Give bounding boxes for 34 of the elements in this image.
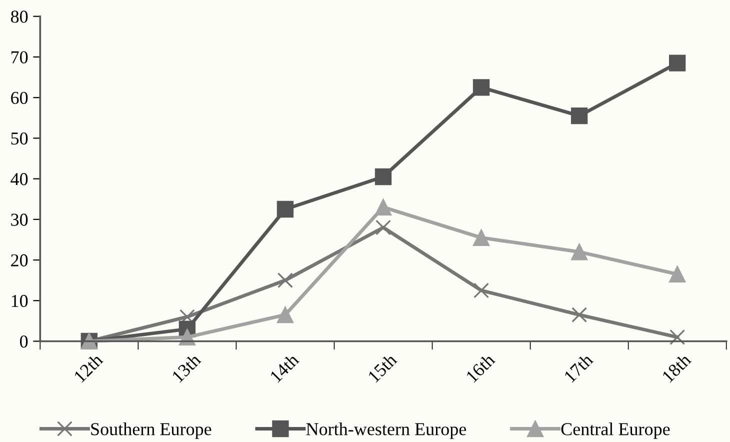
legend-label: North-western Europe: [306, 422, 466, 439]
point: [670, 329, 686, 345]
y-tick-label: 70: [11, 51, 28, 64]
point: [374, 198, 392, 216]
point: [572, 307, 588, 323]
y-tick-label: 20: [11, 254, 28, 266]
x-tick-label: 12th: [73, 352, 104, 383]
y-tick-label: 50: [11, 132, 28, 145]
x-tick-label: 18th: [661, 352, 692, 383]
point: [472, 79, 490, 96]
y-tick-label: 60: [11, 92, 28, 104]
point: [374, 168, 392, 186]
y-tick-label: 10: [12, 294, 28, 308]
point: [669, 266, 686, 283]
point: [570, 108, 588, 124]
point: [375, 220, 392, 236]
x-tick-label: 14th: [269, 352, 300, 383]
point: [472, 229, 490, 246]
x-tick-label: 13th: [171, 352, 202, 383]
point: [669, 54, 686, 72]
x-tick-label: 17th: [563, 352, 594, 383]
point: [277, 272, 293, 288]
y-tick-label: 80: [10, 10, 28, 23]
x-tick-label: 15th: [367, 352, 398, 383]
legend-label: Central Europe: [561, 422, 670, 439]
point: [474, 282, 490, 298]
point: [276, 200, 294, 218]
x-tick-label: 16th: [465, 352, 496, 383]
y-tick-label: 40: [10, 173, 28, 186]
y-tick-label: 30: [11, 214, 28, 226]
legend-label: Southern Europe: [91, 422, 212, 439]
point: [570, 244, 588, 260]
point: [276, 306, 294, 324]
y-tick-label: 0: [20, 335, 28, 348]
